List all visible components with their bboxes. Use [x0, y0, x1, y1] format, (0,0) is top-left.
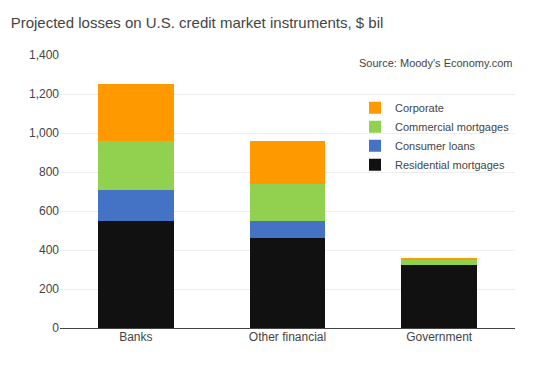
- svg-text:400: 400: [39, 243, 59, 257]
- svg-text:0: 0: [52, 321, 59, 335]
- svg-text:1,200: 1,200: [29, 87, 59, 101]
- svg-text:Residential mortgages: Residential mortgages: [395, 159, 505, 171]
- svg-text:1,000: 1,000: [29, 126, 59, 140]
- svg-text:Commercial mortgages: Commercial mortgages: [395, 121, 509, 133]
- svg-text:200: 200: [39, 282, 59, 296]
- svg-text:Corporate: Corporate: [395, 102, 444, 114]
- svg-text:800: 800: [39, 165, 59, 179]
- svg-text:Consumer loans: Consumer loans: [395, 140, 476, 152]
- svg-text:Source: Moody's Economy.com: Source: Moody's Economy.com: [359, 57, 513, 69]
- svg-text:600: 600: [39, 204, 59, 218]
- svg-text:Other financial: Other financial: [249, 330, 326, 344]
- svg-text:Government: Government: [406, 330, 473, 344]
- svg-text:1,400: 1,400: [29, 48, 59, 62]
- svg-text:Projected losses on U.S. credi: Projected losses on U.S. credit market i…: [11, 14, 384, 31]
- svg-text:Banks: Banks: [119, 330, 152, 344]
